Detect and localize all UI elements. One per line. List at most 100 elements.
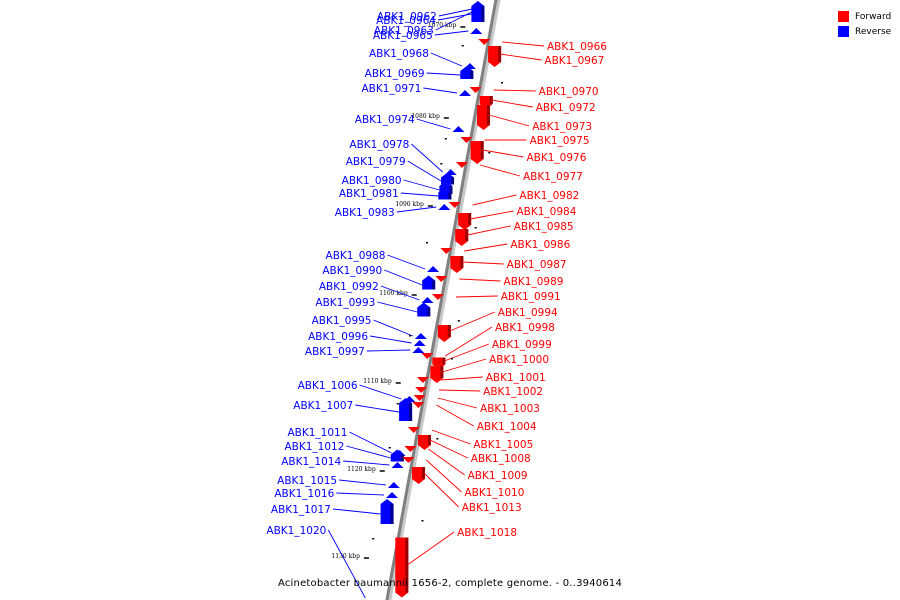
ruler-label: 1090 kbp [395, 201, 424, 208]
reverse-leader-line [373, 319, 414, 337]
reverse-leader-line [349, 431, 392, 454]
reverse-gene-label: ABK1_0988 [326, 250, 386, 262]
gene-arrow [478, 39, 491, 45]
forward-gene-glyph [412, 402, 425, 408]
gene-tip [430, 378, 444, 383]
feature-tick [450, 358, 453, 360]
feature-tick [396, 403, 399, 405]
gene-arrow [469, 87, 482, 93]
reverse-leader-line [387, 254, 426, 270]
reverse-leader-line [438, 8, 473, 17]
gene-arrow [404, 446, 417, 452]
reverse-leader-line [411, 143, 443, 173]
reverse-gene-glyph [422, 275, 436, 290]
ruler-label: 1130 kbp [331, 553, 360, 560]
gene-block [390, 454, 404, 462]
gene-block-side [400, 454, 404, 462]
gene-block [380, 504, 394, 524]
forward-gene-label: ABK1_0998 [495, 322, 555, 334]
gene-block [470, 141, 484, 159]
feature-tick [444, 138, 447, 140]
reverse-gene-label: ABK1_0981 [339, 188, 399, 200]
gene-arrow [402, 457, 415, 463]
gene-tip [439, 181, 453, 186]
gene-arrow [391, 462, 404, 468]
reverse-leader-line [377, 301, 418, 313]
forward-leader-line [479, 164, 521, 177]
reverse-leader-line [426, 72, 461, 76]
forward-leader-line [426, 459, 462, 493]
forward-gene-label: ABK1_0973 [532, 121, 592, 133]
forward-gene-glyph [458, 213, 472, 230]
reverse-gene-glyph [459, 90, 472, 96]
forward-swatch [838, 11, 849, 22]
gene-block-side [422, 467, 426, 479]
forward-gene-glyph [469, 87, 482, 93]
gene-block-side [448, 192, 452, 200]
forward-leader-line [470, 210, 514, 220]
gene-tip [450, 268, 464, 273]
reverse-gene-label: ABK1_1016 [274, 488, 334, 500]
gene-tip [455, 241, 469, 246]
forward-gene-glyph [402, 457, 415, 463]
gene-block-side [487, 105, 491, 125]
forward-gene-glyph [437, 325, 451, 342]
legend-forward: Forward [838, 9, 898, 24]
reverse-gene-glyph [421, 297, 434, 303]
reverse-leader-line [332, 508, 381, 515]
reverse-leader-line [423, 87, 458, 94]
gene-block-side [405, 537, 409, 593]
forward-leader-line [493, 89, 536, 92]
forward-gene-label: ABK1_1013 [462, 502, 522, 514]
gene-tip [399, 398, 413, 403]
reverse-leader-line [437, 13, 472, 21]
forward-leader-line [440, 376, 483, 381]
reverse-gene-glyph [441, 172, 455, 185]
forward-gene-label: ABK1_1002 [483, 386, 543, 398]
reverse-gene-label: ABK1_1017 [271, 504, 331, 516]
feature-tick [474, 227, 477, 229]
feature-tick [409, 335, 412, 337]
forward-gene-glyph [415, 387, 428, 393]
gene-block-side [460, 256, 464, 268]
gene-tip [437, 337, 451, 342]
reverse-gene-label: ABK1_0971 [361, 83, 421, 95]
forward-leader-line [491, 99, 533, 108]
reverse-gene-glyph [414, 333, 427, 339]
gene-arrow [470, 28, 483, 34]
gene-block-side [442, 357, 446, 365]
forward-gene-glyph [470, 141, 484, 164]
feature-tick [457, 320, 460, 322]
forward-leader-line [439, 389, 481, 392]
forward-leader-line [431, 429, 471, 445]
reverse-gene-glyph [391, 462, 404, 468]
reverse-gene-label: ABK1_1012 [284, 441, 344, 453]
forward-gene-glyph [430, 366, 444, 383]
map-caption: Acinetobacter baumannii 1656-2, complete… [277, 578, 623, 589]
forward-leader-line [459, 278, 501, 282]
gene-arrow [440, 248, 453, 254]
reverse-gene-label: ABK1_0962 [377, 11, 437, 23]
gene-arrow [421, 297, 434, 303]
reverse-gene-label: ABK1_0993 [315, 297, 375, 309]
gene-block-side [440, 366, 444, 378]
gene-block-side [470, 71, 474, 79]
gene-tip [477, 125, 491, 130]
reverse-gene-glyph [471, 1, 485, 22]
reverse-leader-line [355, 404, 400, 413]
gene-block-side [480, 141, 484, 159]
forward-gene-label: ABK1_0975 [530, 135, 590, 147]
reverse-swatch [838, 26, 849, 37]
gene-arrow [407, 427, 420, 433]
reverse-leader-line [336, 492, 385, 496]
feature-tick [421, 520, 424, 522]
gene-tip [488, 62, 502, 67]
reverse-gene-label: ABK1_0992 [319, 281, 379, 293]
reverse-gene-label: ABK1_1015 [277, 475, 337, 487]
reverse-gene-glyph [417, 302, 431, 317]
gene-tip [418, 445, 432, 450]
reverse-gene-label: ABK1_0997 [305, 346, 365, 358]
forward-leader-line [467, 225, 511, 236]
gene-arrow [460, 137, 473, 143]
